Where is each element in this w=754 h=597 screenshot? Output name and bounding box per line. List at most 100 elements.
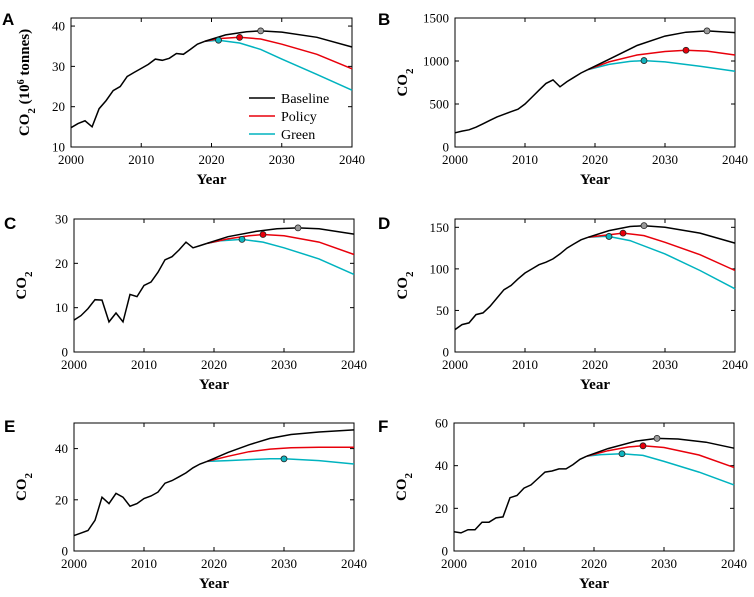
x-tick-label: 2010 — [131, 357, 157, 372]
x-tick-label: 2040 — [722, 357, 748, 372]
y-tick-label: 10 — [52, 140, 65, 155]
x-tick-label: 2030 — [271, 556, 297, 571]
series-line-green — [206, 238, 355, 276]
x-tick-label: 2010 — [128, 152, 154, 167]
peak-marker-policy — [639, 442, 647, 450]
y-tick-label: 60 — [435, 416, 448, 431]
x-tick-label: 2040 — [721, 556, 747, 571]
peak-marker-green — [640, 57, 648, 64]
panel-label: C — [4, 214, 16, 233]
peak-marker-policy — [236, 33, 244, 41]
x-tick-label: 2020 — [201, 357, 227, 372]
x-axis-label: Year — [199, 576, 229, 592]
legend-entry-policy: Policy — [281, 110, 317, 125]
y-axis-label: CO2 (106 tonnes) — [16, 29, 39, 136]
peak-marker-baseline — [640, 222, 648, 230]
x-tick-label: 2020 — [582, 152, 608, 167]
series-line-policy — [587, 49, 736, 71]
peak-marker-green — [238, 235, 246, 243]
x-tick-label: 2010 — [511, 556, 537, 571]
y-axis-label: CO2 — [14, 473, 35, 502]
panel-d: D 2000 2010 2020 2030 2040 0 50 100 150 Year CO2 — [378, 214, 748, 393]
y-tick-label: 40 — [435, 458, 448, 473]
y-tick-label: 30 — [52, 59, 65, 74]
x-tick-label: 2000 — [441, 556, 467, 571]
y-tick-label: 20 — [55, 492, 68, 507]
history-line — [70, 40, 205, 129]
axes-frame — [453, 422, 735, 552]
axes-frame — [73, 218, 355, 353]
y-tick-label: 1000 — [423, 54, 449, 69]
peak-marker-baseline — [653, 434, 661, 442]
series-line-green — [586, 452, 735, 486]
peak-marker-green — [605, 233, 613, 240]
panel-label: A — [2, 10, 14, 29]
axes-frame — [73, 422, 355, 552]
y-axis-label: CO2 — [14, 271, 35, 300]
y-tick-label: 0 — [62, 544, 69, 559]
x-tick-label: 2010 — [131, 556, 157, 571]
legend-entry-baseline: Baseline — [281, 92, 329, 107]
y-tick-label: 0 — [443, 140, 450, 155]
peak-marker-baseline — [294, 224, 302, 232]
x-tick-label: 2000 — [61, 556, 87, 571]
x-tick-label: 2020 — [582, 357, 608, 372]
x-tick-label: 2030 — [652, 357, 678, 372]
y-tick-label: 0 — [442, 544, 449, 559]
panel-b: B 2000 2010 2020 2030 2040 0 500 1000 1500 Year CO2 — [378, 10, 748, 188]
x-tick-label: 2030 — [652, 152, 678, 167]
y-tick-label: 20 — [52, 99, 65, 114]
x-axis-label: Year — [580, 377, 610, 393]
x-tick-label: 2020 — [199, 152, 225, 167]
peak-marker-green — [618, 450, 626, 458]
panel-label: F — [378, 417, 388, 436]
x-tick-label: 2040 — [339, 152, 365, 167]
peak-marker-green — [280, 455, 288, 463]
axes-frame — [454, 17, 736, 148]
peak-marker-policy — [259, 231, 267, 238]
x-tick-label: 2030 — [651, 556, 677, 571]
x-axis-label: Year — [580, 172, 610, 188]
legend-entry-green: Green — [281, 128, 315, 143]
legend: Baseline Policy Green — [249, 92, 329, 143]
peak-marker-policy — [682, 46, 690, 54]
peak-marker-baseline — [257, 27, 265, 35]
y-tick-label: 150 — [430, 220, 450, 235]
history-line — [73, 241, 208, 324]
y-axis-label: CO2 — [395, 271, 416, 300]
y-tick-label: 500 — [430, 97, 450, 112]
panel-label: B — [378, 10, 390, 29]
panel-label: D — [378, 214, 390, 233]
y-tick-label: 50 — [436, 303, 449, 318]
series-line-baseline — [204, 30, 353, 48]
x-tick-label: 2030 — [269, 152, 295, 167]
y-tick-label: 1500 — [423, 11, 449, 26]
y-tick-label: 100 — [430, 261, 450, 276]
y-tick-label: 20 — [435, 501, 448, 516]
history-line — [454, 68, 589, 134]
x-tick-label: 2000 — [442, 357, 468, 372]
y-tick-label: 30 — [55, 212, 68, 227]
x-axis-label: Year — [579, 576, 609, 592]
series-line-baseline — [206, 429, 355, 463]
y-tick-label: 40 — [52, 19, 65, 34]
series-line-green — [204, 39, 353, 91]
series-line-policy — [206, 446, 354, 463]
x-tick-label: 2010 — [512, 152, 538, 167]
x-axis-label: Year — [197, 172, 227, 188]
panel-label: E — [4, 417, 15, 436]
x-tick-label: 2020 — [201, 556, 227, 571]
y-axis-label: CO2 — [394, 473, 415, 502]
x-tick-label: 2040 — [341, 556, 367, 571]
history-line — [454, 236, 589, 331]
y-tick-label: 0 — [62, 345, 69, 360]
x-tick-label: 2000 — [58, 152, 84, 167]
series-line-policy — [206, 233, 355, 256]
y-tick-label: 20 — [55, 256, 68, 271]
peak-marker-policy — [619, 229, 627, 237]
series-line-green — [587, 235, 736, 290]
